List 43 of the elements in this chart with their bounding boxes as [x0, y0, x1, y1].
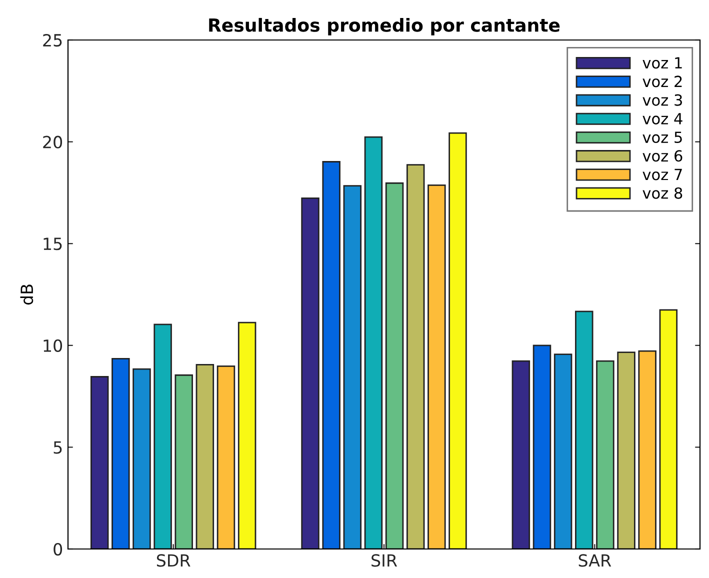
bar — [385, 182, 404, 549]
legend-label: voz 2 — [642, 76, 682, 88]
bar — [174, 374, 193, 549]
y-tick-label: 25 — [43, 34, 62, 47]
bar — [154, 324, 172, 549]
bar — [364, 136, 383, 549]
legend-label: voz 7 — [642, 168, 682, 180]
y-tick-label: 5 — [54, 441, 62, 454]
bar — [448, 132, 467, 549]
bar — [406, 164, 425, 549]
bar — [112, 358, 130, 549]
bar — [216, 365, 236, 549]
bar — [301, 198, 320, 549]
bar — [512, 360, 530, 549]
chart-title: Resultados promedio por cantante — [209, 18, 560, 36]
x-tick-label: SAR — [578, 554, 612, 567]
y-axis-title: dB — [20, 284, 34, 305]
legend-label: voz 3 — [642, 94, 682, 106]
y-tick-label: 15 — [44, 238, 62, 250]
bar — [90, 376, 109, 549]
bar — [575, 310, 594, 549]
legend-label: voz 6 — [642, 150, 682, 162]
y-tick-label: 0 — [54, 542, 62, 556]
bar — [532, 344, 552, 549]
bar — [428, 184, 446, 549]
bar — [322, 161, 340, 549]
bar — [638, 350, 656, 549]
bar — [343, 185, 362, 549]
legend-label: voz 5 — [642, 132, 682, 144]
legend-label: voz 4 — [642, 113, 682, 124]
bar — [196, 364, 214, 549]
bar — [554, 354, 572, 549]
bar — [132, 368, 151, 549]
bar — [238, 322, 256, 549]
y-tick-label: 10 — [44, 339, 62, 352]
x-tick-label: SIR — [372, 554, 398, 567]
bar — [596, 360, 614, 549]
legend-label: voz 1 — [642, 57, 682, 69]
bar — [617, 352, 636, 549]
legend-label: voz 8 — [642, 187, 682, 199]
bar — [659, 309, 678, 549]
y-tick-label: 20 — [43, 136, 62, 148]
x-tick-label: SDR — [156, 554, 190, 567]
